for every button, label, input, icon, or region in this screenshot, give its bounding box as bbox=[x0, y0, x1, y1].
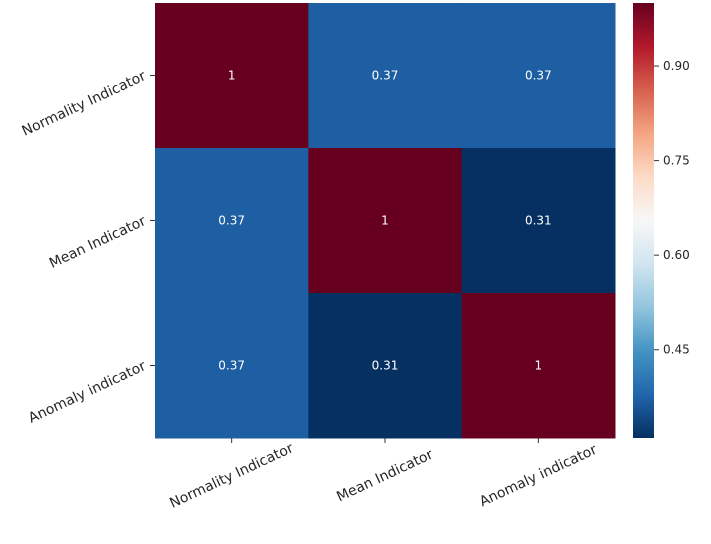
colorbar-tick-label: 0.75 bbox=[663, 154, 690, 168]
y-tick-label: Mean Indicator bbox=[47, 213, 149, 272]
heatmap-cell bbox=[155, 148, 309, 294]
heatmap-cell bbox=[308, 293, 463, 439]
colorbar-tick-label: 0.45 bbox=[663, 343, 690, 357]
cell-annotation: 0.37 bbox=[525, 69, 552, 83]
heatmap-cell bbox=[461, 293, 616, 439]
heatmap-cell bbox=[308, 148, 463, 294]
cell-annotation: 0.31 bbox=[525, 214, 552, 228]
colorbar-tick-label: 0.60 bbox=[663, 248, 690, 262]
cell-annotation: 1 bbox=[228, 69, 236, 83]
heatmap-cell bbox=[155, 3, 309, 149]
heatmap-cell bbox=[308, 3, 463, 149]
colorbar bbox=[633, 3, 654, 438]
cell-annotation: 0.37 bbox=[218, 359, 245, 373]
cell-annotation: 1 bbox=[535, 359, 543, 373]
y-tick-label: Normality Indicator bbox=[20, 68, 149, 140]
x-tick-label: Anomaly indicator bbox=[477, 442, 600, 510]
heatmap-cell bbox=[461, 3, 616, 149]
colorbar-tick-label: 0.90 bbox=[663, 59, 690, 73]
x-tick-label: Normality Indicator bbox=[167, 440, 296, 512]
y-tick-label: Anomaly indicator bbox=[26, 358, 149, 426]
heatmap-cell bbox=[155, 293, 309, 439]
cell-annotation: 0.37 bbox=[372, 69, 399, 83]
cell-annotation: 0.37 bbox=[218, 214, 245, 228]
cell-annotation: 1 bbox=[381, 214, 389, 228]
x-tick-label: Mean Indicator bbox=[334, 447, 436, 506]
cell-annotation: 0.31 bbox=[372, 359, 399, 373]
heatmap-cell bbox=[461, 148, 616, 294]
